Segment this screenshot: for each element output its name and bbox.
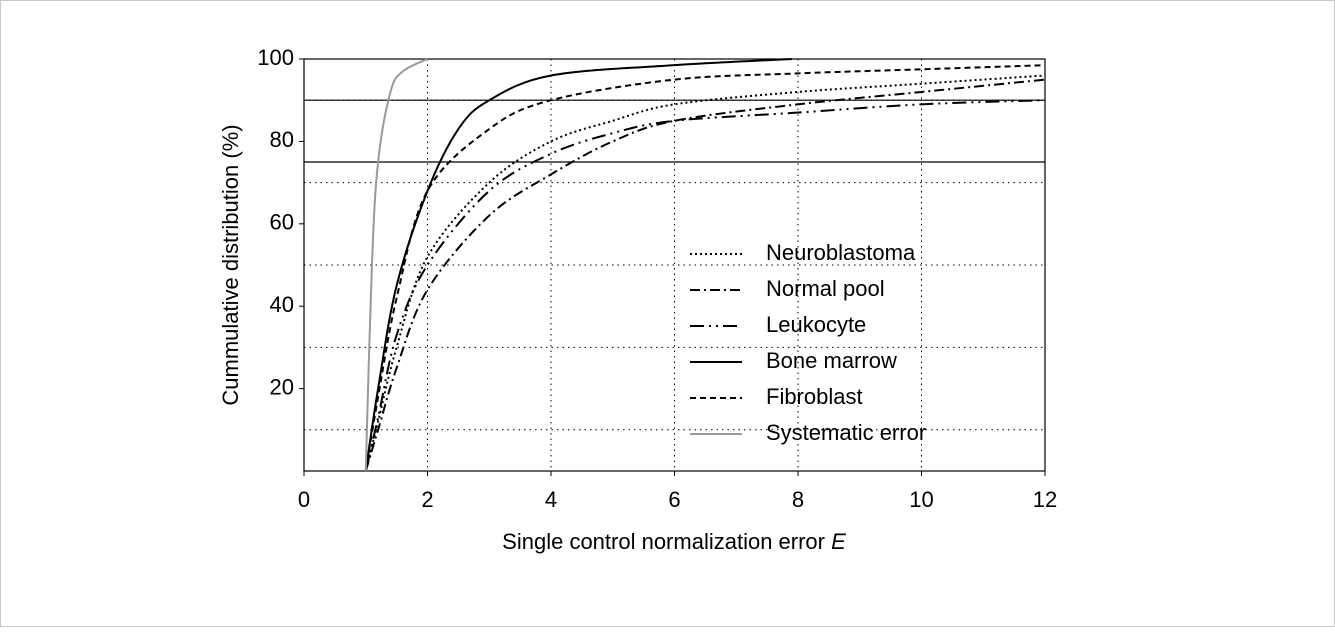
y-tick-label: 40 — [270, 292, 294, 317]
y-tick-label: 60 — [270, 210, 294, 235]
x-tick-label: 10 — [909, 487, 933, 512]
y-tick-label: 100 — [257, 45, 294, 70]
x-tick-label: 6 — [668, 487, 680, 512]
x-axis-label: Single control normalization error E — [502, 529, 846, 554]
legend-label: Systematic error — [766, 420, 926, 445]
series-line — [364, 74, 1046, 472]
x-tick-label: 2 — [421, 487, 433, 512]
series-line — [364, 58, 428, 472]
legend-label: Neuroblastoma — [766, 240, 916, 265]
x-label-text: Single control normalization error — [502, 529, 825, 554]
y-axis-label: Cummulative distribution (%) — [218, 124, 243, 405]
legend-label: Fibroblast — [766, 384, 863, 409]
x-label-symbol: E — [831, 529, 846, 554]
series-line — [364, 99, 1046, 472]
x-tick-label: 12 — [1033, 487, 1057, 512]
legend-label: Bone marrow — [766, 348, 897, 373]
series-line — [364, 58, 792, 472]
x-tick-label: 0 — [298, 487, 310, 512]
y-tick-label: 80 — [270, 127, 294, 152]
series-line — [364, 78, 1046, 472]
x-tick-label: 8 — [792, 487, 804, 512]
legend-label: Normal pool — [766, 276, 885, 301]
series-line — [364, 64, 1046, 472]
legend-label: Leukocyte — [766, 312, 866, 337]
y-tick-label: 20 — [270, 374, 294, 399]
x-tick-label: 4 — [545, 487, 557, 512]
